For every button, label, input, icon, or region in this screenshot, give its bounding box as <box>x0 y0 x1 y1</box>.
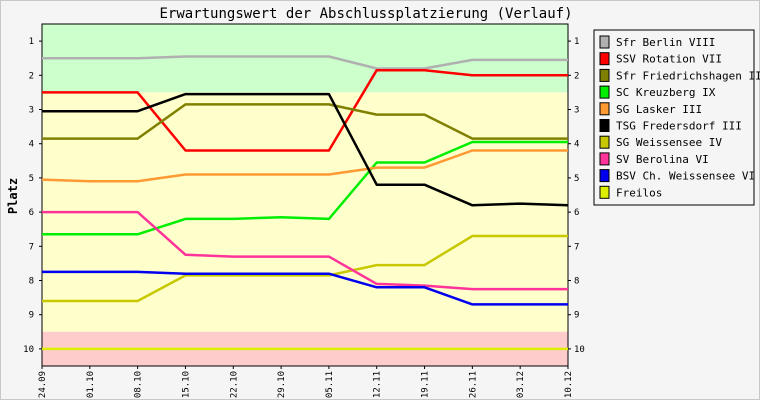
y-tick-label-left-10: 10 <box>23 345 34 355</box>
y-tick-label-right-10: 10 <box>574 345 585 355</box>
series-line-5 <box>42 92 569 207</box>
legend-entry-8: BSV Ch. Weissensee VI <box>616 170 755 183</box>
x-tick-label-1: 01.10 <box>86 371 96 398</box>
x-tick-label-2: 08.10 <box>134 371 144 398</box>
plot-border <box>41 23 569 367</box>
y-tick-label-right-2: 2 <box>574 71 579 81</box>
legend-swatch-3 <box>599 85 610 99</box>
y-tick-label-left-1: 1 <box>29 37 34 47</box>
x-tick-label-4: 22.10 <box>229 371 239 398</box>
legend-swatch-9 <box>599 185 610 199</box>
series-line-6 <box>42 234 568 303</box>
legend-entry-2: Sfr Friedrichshagen III <box>616 69 760 82</box>
legend-box <box>593 29 755 206</box>
series-lines <box>41 55 569 351</box>
x-tick-label-0: 24.09 <box>38 371 48 398</box>
series-line-4 <box>41 149 568 183</box>
y-tick-label-right-1: 1 <box>574 37 579 47</box>
legend-entry-5: TSG Fredersdorf III <box>616 120 742 133</box>
plot-bands <box>42 24 568 366</box>
x-tick-label-9: 26.11 <box>468 371 478 398</box>
y-tick-label-left-5: 5 <box>29 174 34 184</box>
y-tick-label-left-4: 4 <box>29 140 34 150</box>
y-tick-label-right-3: 3 <box>574 106 579 116</box>
chart-title: Erwartungswert der Abschlussplatzierung … <box>159 6 572 22</box>
legend-swatch-5 <box>599 119 610 132</box>
legend-entry-6: SG Weissensee IV <box>616 136 722 149</box>
y-tick-label-left-7: 7 <box>29 242 34 252</box>
legend-swatch-7 <box>599 152 610 166</box>
y-tick-label-left-2: 2 <box>29 71 34 81</box>
y-tick-label-right-8: 8 <box>574 277 579 287</box>
legend-entry-9: Freilos <box>616 186 662 199</box>
series-line-3 <box>42 140 568 236</box>
series-line-2 <box>42 103 568 140</box>
legend-entry-1: SSV Rotation VII <box>616 53 722 66</box>
x-tick-label-5: 29.10 <box>277 371 287 398</box>
legend-swatch-8 <box>599 169 610 183</box>
y-tick-label-left-3: 3 <box>29 106 34 116</box>
legend-swatch-0 <box>599 35 610 49</box>
legend-entry-3: SC Kreuzberg IX <box>616 86 716 99</box>
plot-axes: 1 1 2 2 3 3 4 4 5 5 6 6 7 7 8 8 9 9 10 10 24.09 01.10 08.10 15.… <box>23 23 585 398</box>
legend-entry-7: SV Berolina VI <box>616 153 709 166</box>
series-line-7 <box>42 210 568 291</box>
series-line-8 <box>42 270 568 306</box>
y-tick-label-right-9: 9 <box>574 311 579 321</box>
series-line-1 <box>42 68 568 152</box>
x-tick-label-3: 15.10 <box>181 371 191 398</box>
y-axis-label: Platz <box>6 178 20 214</box>
y-tick-label-left-8: 8 <box>29 277 34 287</box>
legend: Sfr Berlin VIII SSV Rotation VII Sfr Fried… <box>593 29 760 206</box>
y-tick-label-left-9: 9 <box>29 311 34 321</box>
legend-swatch-4 <box>599 102 610 116</box>
legend-entry-0: Sfr Berlin VIII <box>616 36 715 49</box>
x-tick-label-10: 03.12 <box>516 371 526 398</box>
legend-swatch-2 <box>599 68 610 82</box>
y-tick-label-right-7: 7 <box>574 242 579 252</box>
x-tick-label-8: 19.11 <box>421 371 431 398</box>
x-tick-label-7: 12.11 <box>373 371 383 398</box>
legend-entry-4: SG Lasker III <box>616 103 702 116</box>
y-tick-label-right-6: 6 <box>574 208 579 218</box>
legend-swatch-1 <box>599 52 610 66</box>
legend-swatch-6 <box>599 135 610 149</box>
y-tick-label-right-5: 5 <box>574 174 579 184</box>
series-line-0 <box>42 55 568 70</box>
y-tick-label-right-4: 4 <box>574 140 579 150</box>
x-tick-label-6: 05.11 <box>325 371 335 398</box>
y-tick-label-left-6: 6 <box>29 208 34 218</box>
x-tick-label-11: 10.12 <box>564 371 574 398</box>
